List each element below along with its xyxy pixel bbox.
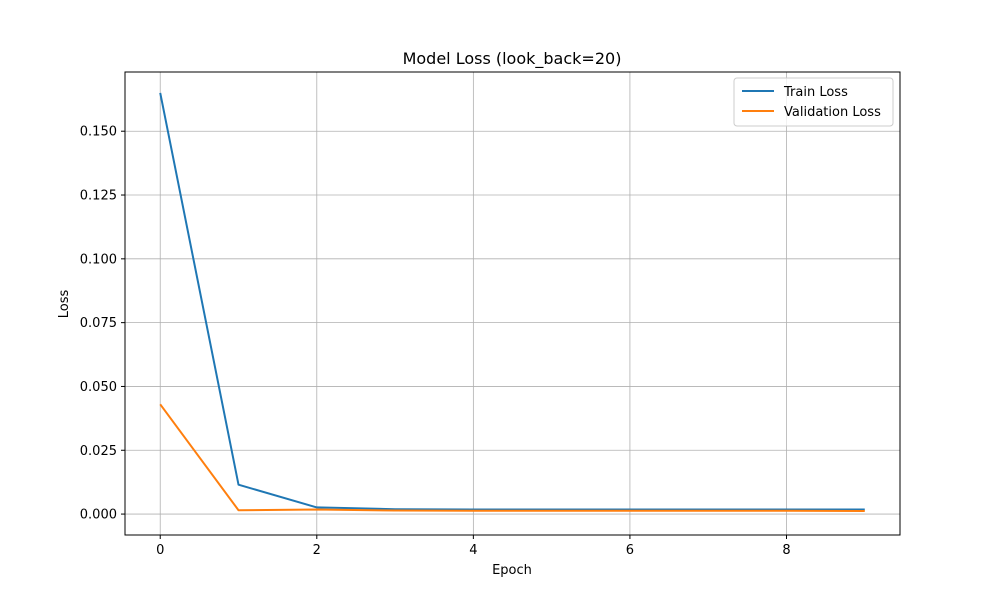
plot-frame — [124, 71, 901, 536]
x-axis-label: Epoch — [492, 563, 532, 578]
axis-ticks: 0 2 4 6 8 0.000 0.025 0.050 0.075 0.100 0.125 0.150 — [80, 125, 791, 558]
y-tick-label: 0.150 — [80, 125, 117, 140]
y-tick-label: 0.075 — [80, 316, 117, 331]
grid — [125, 72, 900, 535]
series-lines — [159, 92, 865, 513]
legend-label-train-loss: Train Loss — [783, 85, 848, 100]
x-tick-label: 6 — [626, 543, 634, 558]
x-tick-label: 0 — [156, 543, 164, 558]
y-tick-label: 0.025 — [80, 444, 117, 459]
legend-label-validation-loss: Validation Loss — [784, 105, 881, 120]
x-tick-label: 2 — [313, 543, 321, 558]
chart-title: Model Loss (look_back=20) — [403, 49, 622, 69]
y-tick-label: 0.000 — [80, 508, 117, 523]
x-tick-label: 4 — [469, 543, 477, 558]
y-tick-label: 0.125 — [80, 189, 117, 204]
y-tick-label: 0.100 — [80, 252, 117, 267]
y-tick-label: 0.050 — [80, 380, 117, 395]
series-line-validation-loss — [159, 403, 865, 513]
legend: Train Loss Validation Loss — [733, 77, 894, 127]
series-line-train-loss — [159, 92, 865, 511]
y-axis-label: Loss — [57, 290, 72, 319]
x-tick-label: 8 — [782, 543, 790, 558]
